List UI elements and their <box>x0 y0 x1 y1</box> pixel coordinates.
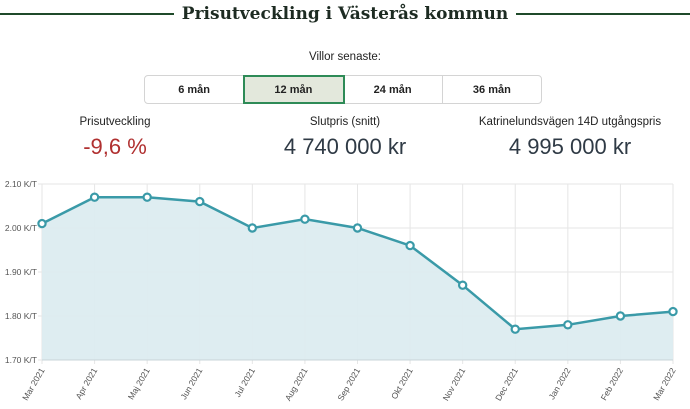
x-tick-label: Jul 2021 <box>232 366 257 399</box>
data-point <box>37 218 47 229</box>
data-point <box>89 192 100 202</box>
data-point <box>352 223 363 233</box>
x-tick-label: Sep 2021 <box>335 366 362 403</box>
period-selector: 6 mån 12 mån 24 mån 36 mån <box>144 75 542 104</box>
price-chart: 2.10 K/T 2.00 K/T 1.90 K/T 1.80 K/T 1.70 K/T… <box>5 179 678 403</box>
x-tick-label: Nov 2021 <box>441 366 468 403</box>
period-12-button[interactable]: 12 mån <box>243 75 345 104</box>
stat-label: Katrinelundsvägen 14D utgångspris <box>478 116 662 128</box>
x-tick-label: Dec 2021 <box>493 366 520 403</box>
data-point <box>142 192 152 202</box>
data-point <box>668 306 678 317</box>
stat-final-price: Slutpris (snitt) 4 740 000 kr <box>230 116 460 160</box>
data-point <box>563 320 573 330</box>
stat-label: Prisutveckling <box>79 116 151 128</box>
stat-price-change: Prisutveckling -9,6 % <box>0 116 230 160</box>
page-title: Prisutveckling i Västerås kommun <box>181 4 509 24</box>
title-row: Prisutveckling i Västerås kommun <box>0 2 690 26</box>
data-point <box>615 311 626 321</box>
data-point <box>510 324 520 334</box>
period-36-button[interactable]: 36 mån <box>472 83 511 96</box>
x-tick-label: Apr 2021 <box>73 366 99 401</box>
data-point <box>247 223 258 233</box>
x-tick-label: Aug 2021 <box>283 366 310 403</box>
x-tick-label: Jun 2021 <box>178 366 204 402</box>
data-point <box>405 240 415 251</box>
x-tick-label: Maj 2021 <box>126 366 152 402</box>
title-rule-left <box>0 13 174 15</box>
x-tick-label: Mar 2021 <box>20 366 47 402</box>
y-tick-label: 1.70 K/T <box>5 355 37 365</box>
area-fill <box>42 197 673 360</box>
stat-value: -9,6 % <box>83 134 147 159</box>
stat-asking-price: Katrinelundsvägen 14D utgångspris 4 995 … <box>455 116 685 160</box>
x-tick-label: Mar 2022 <box>651 366 678 402</box>
stat-value: 4 740 000 kr <box>283 134 407 159</box>
title-rule-right <box>516 13 690 15</box>
x-tick-label: Jan 2022 <box>546 366 572 402</box>
y-tick-label: 1.80 K/T <box>5 311 37 321</box>
data-point <box>300 214 310 224</box>
stat-label: Slutpris (snitt) <box>309 116 381 128</box>
period-24-button[interactable]: 24 mån <box>344 76 443 103</box>
data-point <box>195 196 205 207</box>
y-tick-label: 2.00 K/T <box>5 223 37 233</box>
stat-value: 4 995 000 kr <box>508 134 632 159</box>
y-tick-label: 2.10 K/T <box>5 179 37 189</box>
y-tick-label: 1.90 K/T <box>5 267 37 277</box>
x-tick-label: Okt 2021 <box>389 366 415 401</box>
data-point <box>457 280 468 290</box>
filter-label: Villor senaste: <box>308 51 382 63</box>
period-6-button[interactable]: 6 mån <box>145 76 245 103</box>
x-tick-label: Feb 2022 <box>599 366 626 402</box>
